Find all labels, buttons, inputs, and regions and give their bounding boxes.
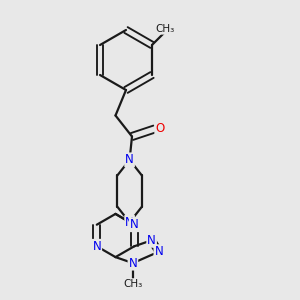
Text: N: N (130, 218, 139, 231)
Text: N: N (128, 256, 137, 270)
Text: N: N (125, 153, 134, 167)
Text: O: O (155, 122, 164, 136)
Text: N: N (125, 216, 134, 229)
Text: CH₃: CH₃ (156, 24, 175, 34)
Text: N: N (154, 245, 163, 258)
Text: N: N (92, 240, 101, 253)
Text: N: N (147, 234, 156, 247)
Text: CH₃: CH₃ (123, 279, 142, 289)
